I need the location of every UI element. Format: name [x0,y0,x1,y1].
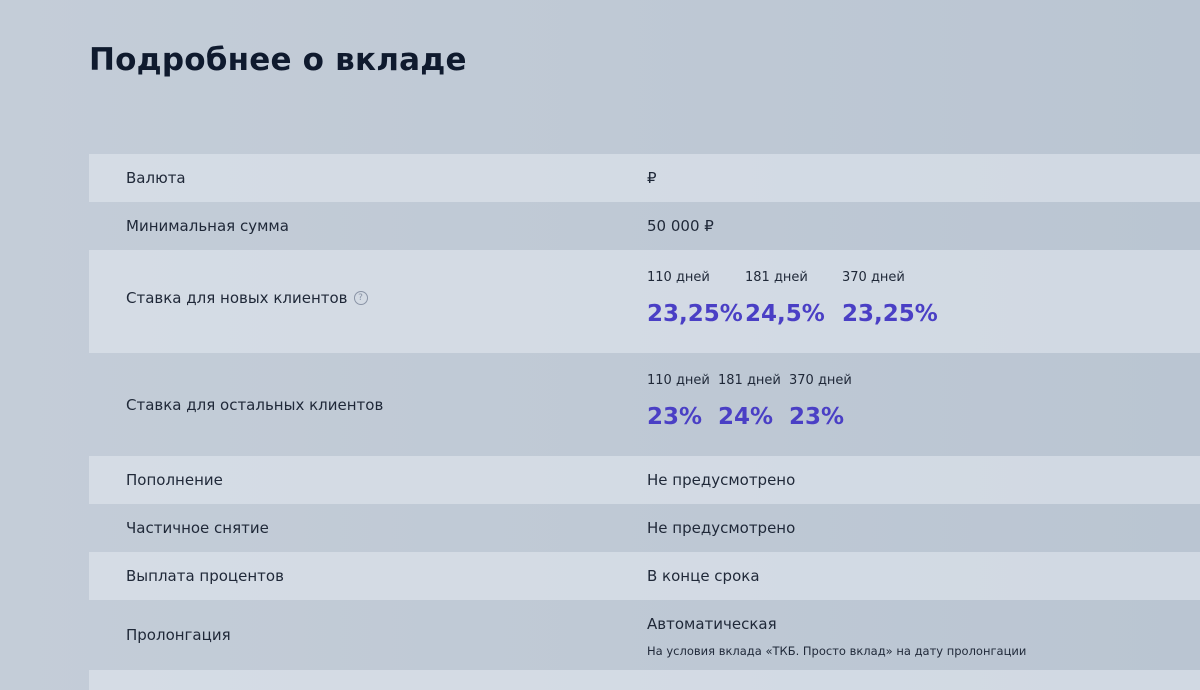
row-interest-payment: Выплата процентов В конце срока [89,552,1200,600]
row-rate-new-clients: Ставка для новых клиентов ? 110 дней 23,… [89,250,1200,353]
rate-term: 110 дней [647,270,710,285]
rate-value: 23% [789,404,845,430]
row-label-min-amount: Минимальная сумма [126,217,289,235]
row-prolongation: Пролонгация Автоматическая На условия вк… [89,600,1200,670]
row-label-interest-payment: Выплата процентов [126,567,284,585]
row-value-partial-withdrawal: Не предусмотрено [647,519,796,537]
deposit-details-table: Валюта ₽ Минимальная сумма 50 000 ₽ Став… [89,154,1200,690]
rate-col: 110 дней 23% [647,373,718,430]
rate-col: 370 дней 23,25% [842,270,940,327]
row-value-min-amount: 50 000 ₽ [647,217,714,235]
row-label-currency: Валюта [126,169,186,187]
rate-col: 110 дней 23,25% [647,270,745,327]
row-label-replenishment: Пополнение [126,471,223,489]
row-label-prolongation: Пролонгация [126,626,231,644]
row-value-currency: ₽ [647,169,657,187]
rate-term: 370 дней [789,373,852,388]
rate-term: 110 дней [647,373,710,388]
rate-new-clients-label-text: Ставка для новых клиентов [126,289,348,307]
row-replenishment: Пополнение Не предусмотрено [89,456,1200,504]
row-currency: Валюта ₽ [89,154,1200,202]
page-title: Подробнее о вкладе [89,42,467,78]
row-min-amount: Минимальная сумма 50 000 ₽ [89,202,1200,250]
row-label-rate-new-clients: Ставка для новых клиентов ? [126,250,368,346]
row-label-partial-withdrawal: Частичное снятие [126,519,269,537]
rate-grid-other-clients: 110 дней 23% 181 дней 24% 370 дней 23% [647,373,869,430]
rate-col: 181 дней 24,5% [745,270,842,327]
prolongation-note: На условия вклада «ТКБ. Просто вклад» на… [647,644,1027,658]
row-value-replenishment: Не предусмотрено [647,471,796,489]
question-circle-icon[interactable]: ? [353,291,368,305]
row-rate-other-clients: Ставка для остальных клиентов 110 дней 2… [89,353,1200,456]
rate-value: 23,25% [842,301,938,327]
rate-value: 23% [647,404,703,430]
rate-col: 370 дней 23% [789,373,869,430]
rate-term: 181 дней [745,270,808,285]
rate-term: 370 дней [842,270,905,285]
rate-value: 23,25% [647,301,743,327]
rate-value: 24% [718,404,774,430]
row-next-partial [89,670,1200,690]
row-value-prolongation: Автоматическая [647,615,777,633]
rate-grid-new-clients: 110 дней 23,25% 181 дней 24,5% 370 дней … [647,270,940,327]
rate-term: 181 дней [718,373,781,388]
row-value-interest-payment: В конце срока [647,567,760,585]
rate-value: 24,5% [745,301,825,327]
row-partial-withdrawal: Частичное снятие Не предусмотрено [89,504,1200,552]
rate-col: 181 дней 24% [718,373,789,430]
row-label-rate-other-clients: Ставка для остальных клиентов [126,395,384,414]
